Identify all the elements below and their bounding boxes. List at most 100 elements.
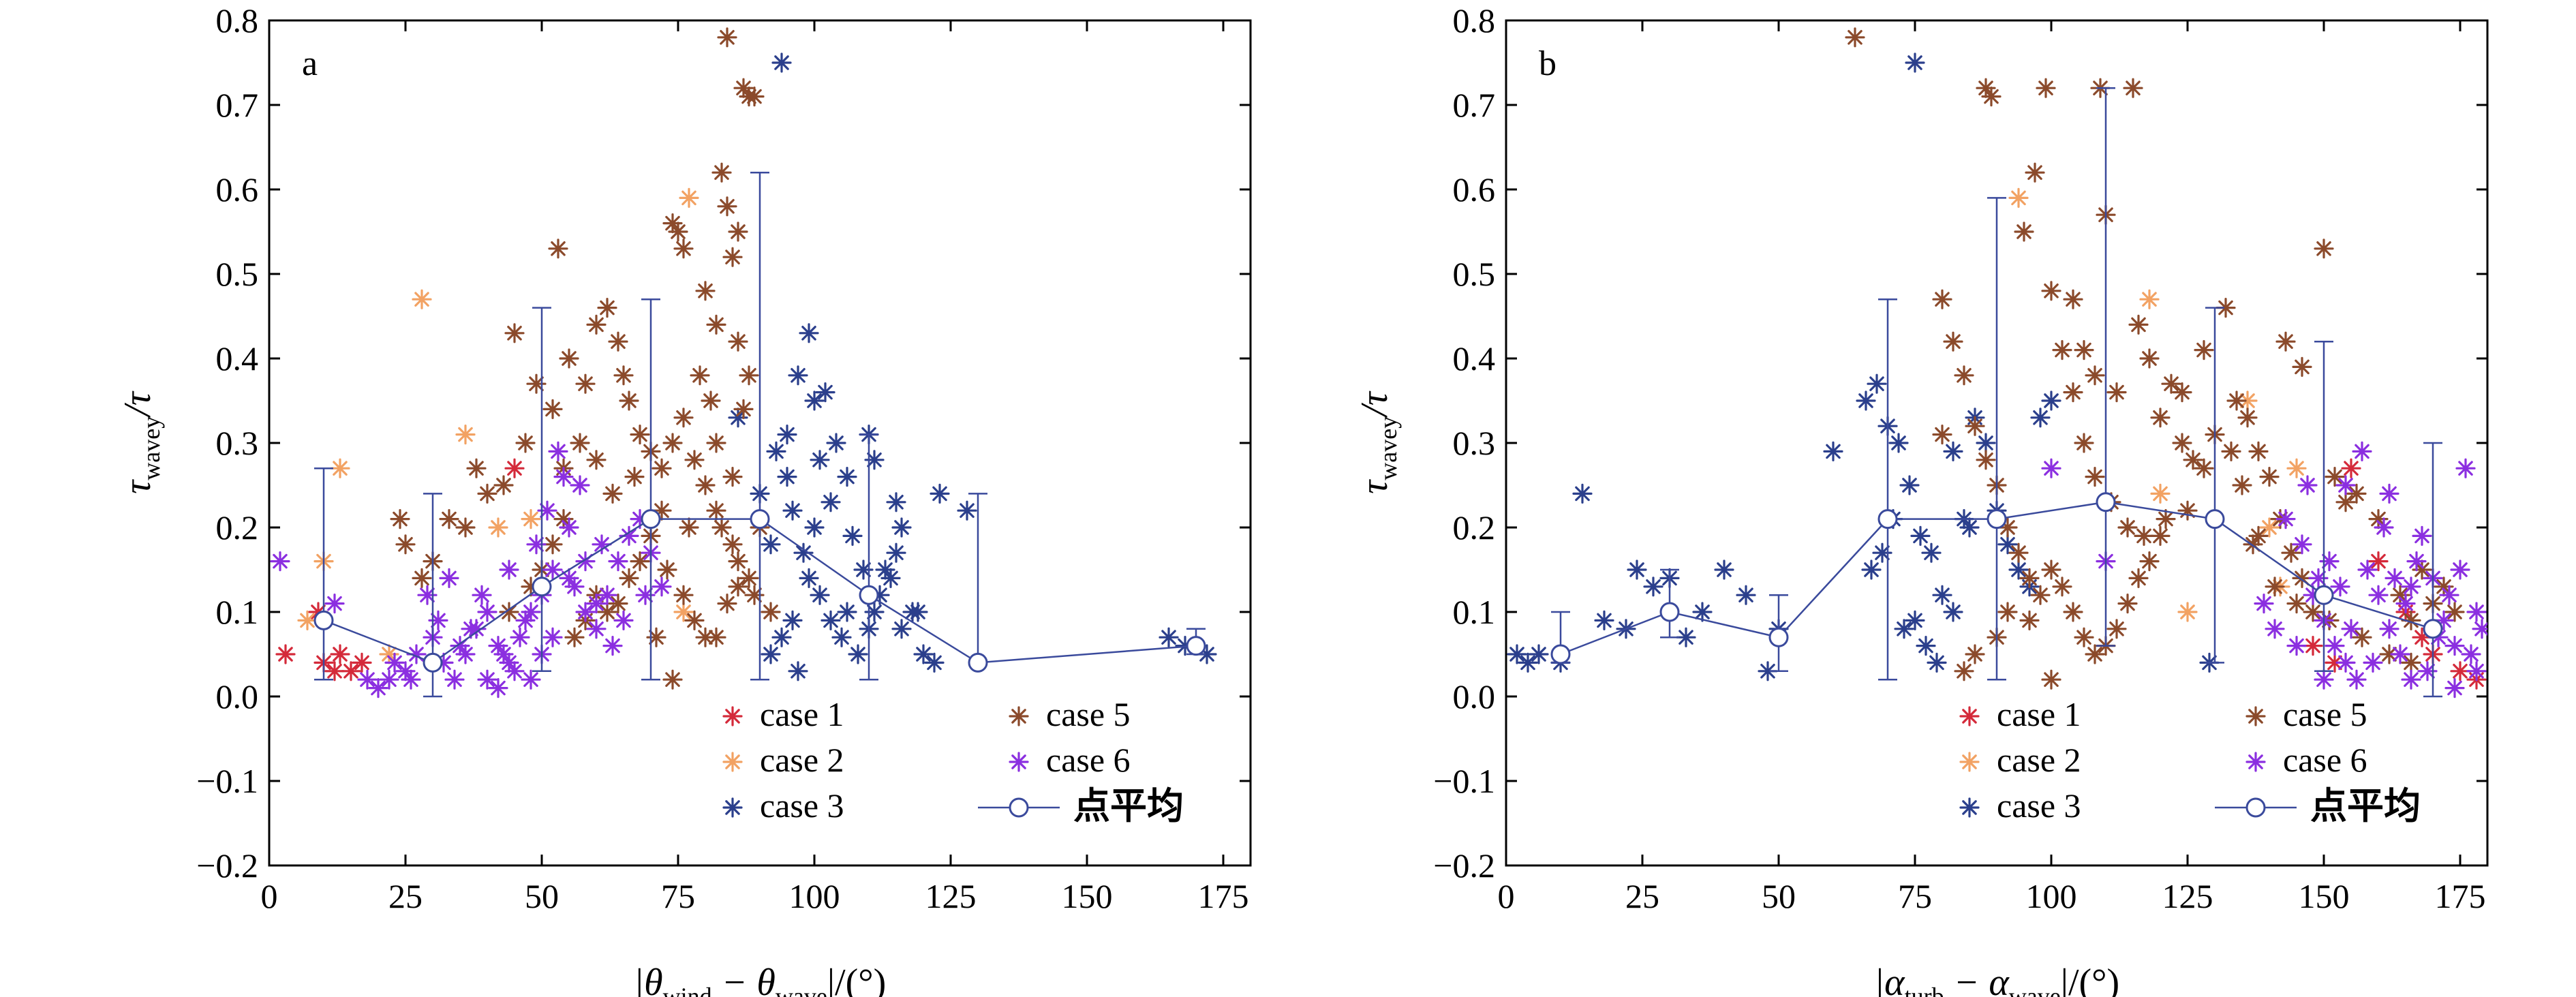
point-case-5 — [2286, 593, 2307, 614]
point-case-6 — [493, 644, 514, 664]
legend-label-case-3: case 3 — [1997, 786, 2081, 825]
y-tick-label: 0.3 — [1453, 424, 1496, 462]
x-axis-title-mid: − α — [1944, 962, 2010, 997]
legend-label-case-3: case 3 — [760, 786, 844, 825]
mean-point — [2423, 619, 2443, 639]
x-tick-label: 25 — [1625, 877, 1659, 915]
error-bar — [968, 493, 987, 664]
point-case-5 — [2379, 644, 2399, 664]
point-case-6 — [2297, 475, 2318, 495]
legend-marker-mean-point — [1009, 797, 1029, 818]
point-case-5 — [2346, 483, 2367, 504]
legend-label-case-6: case 6 — [2283, 741, 2367, 779]
point-case-5 — [515, 433, 536, 453]
point-case-2 — [521, 508, 541, 530]
point-case-5 — [706, 314, 726, 335]
y-tick-label: 0.1 — [1453, 593, 1496, 631]
point-case-6 — [515, 610, 536, 631]
point-case-5 — [2041, 559, 2061, 580]
point-case-2 — [330, 458, 350, 478]
y-axis-title-tail: /τ — [117, 390, 159, 418]
legend-marker-case-1 — [1959, 706, 1980, 726]
point-case-5 — [2106, 382, 2127, 403]
point-case-3 — [848, 644, 868, 664]
mean-point — [2314, 585, 2334, 605]
error-bar — [641, 298, 660, 681]
point-case-6 — [504, 661, 525, 681]
point-case-6 — [2041, 458, 2061, 478]
y-tick-label: 0.8 — [216, 1, 259, 40]
panel-letter: a — [302, 44, 318, 83]
point-case-6 — [2450, 559, 2470, 580]
point-case-5 — [2434, 577, 2454, 597]
point-case-3 — [771, 52, 792, 73]
point-case-6 — [2406, 551, 2427, 572]
point-case-3 — [815, 382, 835, 403]
point-case-3 — [1736, 585, 1756, 605]
point-case-5 — [477, 483, 497, 504]
x-tick-label: 150 — [2299, 877, 2350, 915]
point-case-6 — [597, 585, 617, 605]
point-case-5 — [2352, 627, 2372, 647]
y-tick-label: 0.7 — [216, 86, 259, 124]
legend: case 1 case 2 case 3 case 5 case 6 点平均 — [1959, 695, 2421, 827]
point-case-5 — [2281, 542, 2301, 563]
x-tick-label: 75 — [661, 877, 695, 915]
point-case-1 — [352, 652, 372, 673]
point-case-5 — [1954, 365, 1974, 386]
point-case-5 — [679, 517, 699, 538]
point-case-5 — [2325, 466, 2345, 487]
point-case-6 — [2335, 652, 2356, 673]
legend-marker-case-5 — [1009, 706, 1029, 726]
point-case-6 — [2412, 525, 2432, 547]
legend-label-mean: 点平均 — [2310, 786, 2421, 827]
point-case-5 — [717, 196, 737, 217]
point-case-6 — [570, 475, 590, 495]
mean-point — [2205, 509, 2225, 530]
point-case-5 — [2041, 669, 2061, 690]
point-case-3 — [837, 466, 857, 487]
y-tick-label: 0.0 — [216, 677, 259, 716]
point-case-5 — [2150, 525, 2171, 547]
point-case-1 — [341, 661, 361, 681]
y-tick-label: 0.2 — [216, 508, 259, 547]
point-case-3 — [930, 483, 950, 504]
legend-label-case-1: case 1 — [760, 695, 844, 733]
point-case-5 — [2194, 340, 2214, 361]
point-case-5 — [684, 610, 705, 631]
point-case-6 — [559, 568, 579, 589]
point-case-6 — [2401, 577, 2421, 597]
point-case-5 — [2117, 517, 2138, 538]
point-case-3 — [788, 365, 808, 386]
y-tick-label: −0.2 — [1433, 846, 1495, 885]
legend-marker-mean-point — [2245, 797, 2266, 818]
point-case-6 — [2455, 458, 2476, 478]
point-case-5 — [613, 365, 634, 386]
point-case-2 — [412, 289, 432, 309]
point-case-5 — [2063, 382, 2083, 403]
legend-marker-case-1 — [722, 706, 743, 726]
point-case-6 — [439, 568, 459, 589]
point-case-5 — [2177, 500, 2198, 521]
point-case-2 — [2008, 187, 2029, 208]
point-case-6 — [368, 677, 388, 699]
y-axis-title-sub: wavey — [1375, 416, 1402, 480]
point-case-1 — [330, 644, 350, 664]
point-case-5 — [2161, 373, 2181, 394]
mean-point — [313, 610, 334, 630]
point-case-5 — [668, 221, 688, 242]
mean-point — [859, 585, 879, 605]
point-case-6 — [2472, 619, 2487, 639]
point-case-5 — [630, 424, 650, 445]
point-case-3 — [1888, 433, 1909, 453]
point-case-5 — [2106, 619, 2127, 639]
point-case-5 — [2314, 239, 2334, 259]
point-case-3 — [1823, 441, 1843, 462]
point-case-6 — [2439, 585, 2459, 605]
point-case-3 — [1905, 610, 1925, 631]
point-case-1 — [275, 644, 296, 664]
point-case-5 — [728, 551, 748, 572]
point-case-5 — [570, 433, 590, 453]
legend-label-case-5: case 5 — [1046, 695, 1131, 733]
point-case-6 — [2390, 644, 2410, 664]
